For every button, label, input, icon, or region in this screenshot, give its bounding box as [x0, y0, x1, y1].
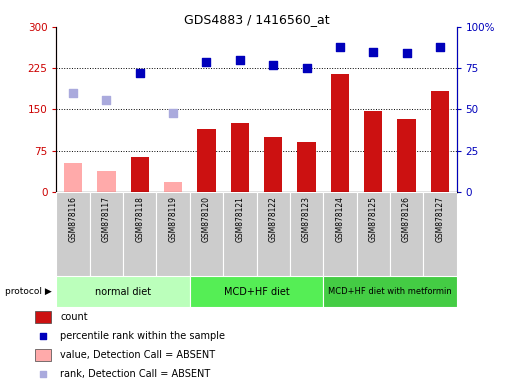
Point	[69, 90, 77, 96]
Bar	[56, 276, 190, 307]
Bar	[357, 192, 390, 276]
Point	[102, 96, 110, 103]
Text: GSM878122: GSM878122	[269, 196, 278, 242]
Text: GSM878124: GSM878124	[336, 196, 344, 242]
Text: GSM878123: GSM878123	[302, 196, 311, 242]
Text: percentile rank within the sample: percentile rank within the sample	[61, 331, 225, 341]
Bar	[97, 171, 115, 192]
Text: normal diet: normal diet	[95, 287, 151, 297]
Bar	[323, 276, 457, 307]
Bar	[364, 111, 382, 192]
Bar	[190, 276, 323, 307]
Bar	[256, 192, 290, 276]
Point	[169, 110, 177, 116]
Text: GSM878120: GSM878120	[202, 196, 211, 242]
Text: GSM878119: GSM878119	[169, 196, 177, 242]
Text: GSM878125: GSM878125	[369, 196, 378, 242]
Bar	[223, 192, 256, 276]
Bar	[56, 192, 90, 276]
Text: protocol ▶: protocol ▶	[5, 287, 52, 296]
Point	[302, 65, 310, 71]
Bar	[331, 74, 349, 192]
Bar	[156, 192, 190, 276]
Point	[202, 58, 210, 65]
Point	[436, 44, 444, 50]
Text: MCD+HF diet: MCD+HF diet	[224, 287, 289, 297]
Title: GDS4883 / 1416560_at: GDS4883 / 1416560_at	[184, 13, 329, 26]
Bar	[131, 157, 149, 192]
Bar	[290, 192, 323, 276]
Bar	[190, 192, 223, 276]
Bar	[90, 192, 123, 276]
Text: count: count	[61, 312, 88, 322]
Bar	[64, 163, 82, 192]
Bar	[35, 311, 51, 323]
Point	[269, 62, 277, 68]
Bar	[198, 129, 215, 192]
Bar	[264, 137, 282, 192]
Point	[369, 49, 377, 55]
Bar	[390, 192, 423, 276]
Bar	[123, 192, 156, 276]
Bar	[35, 349, 51, 361]
Text: GSM878121: GSM878121	[235, 196, 244, 242]
Bar	[398, 119, 416, 192]
Bar	[431, 91, 449, 192]
Text: GSM878126: GSM878126	[402, 196, 411, 242]
Bar	[231, 123, 249, 192]
Point	[235, 57, 244, 63]
Point	[336, 44, 344, 50]
Point	[135, 70, 144, 76]
Bar	[164, 182, 182, 192]
Text: GSM878118: GSM878118	[135, 196, 144, 242]
Bar	[298, 142, 315, 192]
Text: rank, Detection Call = ABSENT: rank, Detection Call = ABSENT	[61, 369, 210, 379]
Text: GSM878127: GSM878127	[436, 196, 444, 242]
Text: value, Detection Call = ABSENT: value, Detection Call = ABSENT	[61, 350, 215, 360]
Point	[39, 371, 47, 377]
Text: MCD+HF diet with metformin: MCD+HF diet with metformin	[328, 287, 452, 296]
Text: GSM878117: GSM878117	[102, 196, 111, 242]
Point	[402, 50, 410, 56]
Point	[39, 333, 47, 339]
Text: GSM878116: GSM878116	[69, 196, 77, 242]
Bar	[423, 192, 457, 276]
Bar	[323, 192, 357, 276]
